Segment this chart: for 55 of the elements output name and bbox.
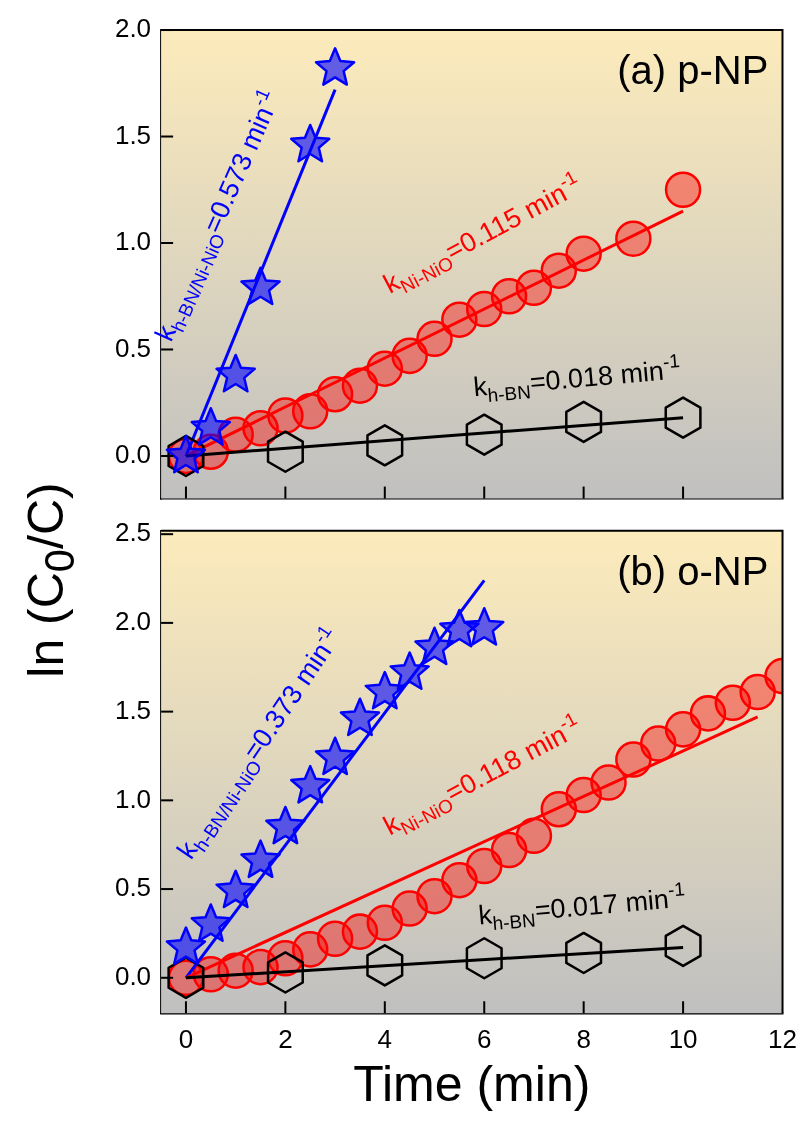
- point: [465, 848, 503, 885]
- x-tick-label: 2: [278, 1024, 293, 1055]
- point: [739, 674, 776, 711]
- point: [664, 171, 702, 209]
- point: [240, 266, 281, 306]
- y-tick-label: 2.0: [114, 13, 152, 44]
- point: [565, 235, 602, 272]
- y-tick-label: 0.5: [114, 332, 152, 363]
- point: [664, 711, 702, 749]
- point: [416, 878, 453, 915]
- point: [366, 944, 404, 988]
- point: [664, 924, 702, 968]
- y-tick-label: 1.0: [114, 783, 152, 814]
- x-tick-label: 4: [377, 1024, 393, 1055]
- text: (a) p-NP: [617, 48, 769, 93]
- x-tick-label: 6: [477, 1024, 492, 1055]
- annotation: kh-BN=0.017 min-1: [477, 878, 686, 935]
- point: [314, 736, 356, 776]
- y-tick-label: 1.0: [114, 226, 152, 257]
- point: [289, 123, 331, 163]
- point: [215, 869, 256, 909]
- x-tick-label: 8: [576, 1024, 591, 1055]
- point: [266, 951, 304, 995]
- y-tick-label: 0.0: [114, 439, 152, 470]
- point: [265, 806, 306, 845]
- x-tick-label: 0: [178, 1024, 194, 1055]
- point: [515, 817, 553, 855]
- point: [565, 400, 603, 444]
- point: [465, 937, 503, 980]
- point: [190, 407, 232, 446]
- point: [465, 413, 503, 456]
- point: [266, 430, 304, 473]
- point: [190, 903, 232, 943]
- y-tick-label: 1.5: [114, 119, 152, 150]
- point: [289, 765, 331, 804]
- y-tick-label: 0.5: [114, 872, 152, 903]
- point: [565, 932, 603, 975]
- y-tick-label: 2.5: [114, 517, 152, 548]
- x-axis-title: Time (min): [353, 1056, 591, 1113]
- annotation: kh-BN=0.018 min-1: [472, 349, 681, 406]
- point: [314, 47, 356, 86]
- y-tick-label: 1.5: [114, 695, 152, 726]
- point: [463, 607, 505, 647]
- point: [215, 353, 256, 393]
- point: [165, 926, 207, 966]
- point: [366, 424, 404, 467]
- x-tick-label: 12: [768, 1024, 797, 1055]
- x-tick-label: 10: [668, 1024, 698, 1055]
- point: [339, 697, 381, 737]
- point: [664, 396, 702, 439]
- point: [389, 651, 430, 691]
- text: (b) o-NP: [617, 549, 769, 594]
- y-tick-label: 0.0: [114, 961, 152, 992]
- point: [364, 671, 406, 710]
- y-tick-label: 2.0: [114, 606, 152, 637]
